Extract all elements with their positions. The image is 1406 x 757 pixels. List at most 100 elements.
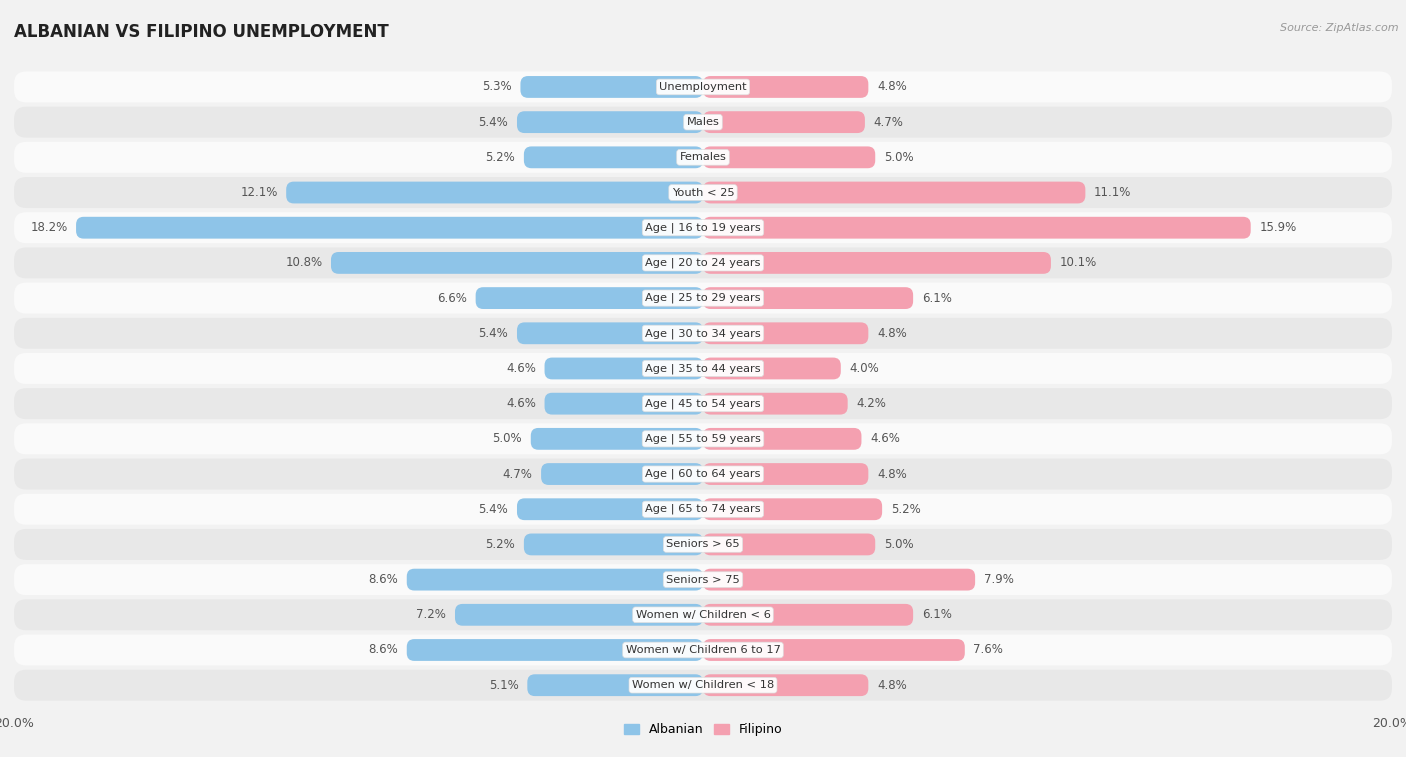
FancyBboxPatch shape (76, 217, 703, 238)
Text: Age | 60 to 64 years: Age | 60 to 64 years (645, 469, 761, 479)
Text: 5.0%: 5.0% (492, 432, 522, 445)
FancyBboxPatch shape (544, 393, 703, 415)
Text: 7.9%: 7.9% (984, 573, 1014, 586)
Text: Youth < 25: Youth < 25 (672, 188, 734, 198)
FancyBboxPatch shape (14, 212, 1392, 243)
FancyBboxPatch shape (14, 177, 1392, 208)
Text: 4.8%: 4.8% (877, 679, 907, 692)
Text: 5.4%: 5.4% (478, 116, 509, 129)
Text: 4.6%: 4.6% (506, 397, 536, 410)
Text: Age | 35 to 44 years: Age | 35 to 44 years (645, 363, 761, 374)
Text: 4.7%: 4.7% (502, 468, 533, 481)
FancyBboxPatch shape (703, 428, 862, 450)
FancyBboxPatch shape (14, 670, 1392, 701)
Text: 4.8%: 4.8% (877, 327, 907, 340)
Text: 7.2%: 7.2% (416, 609, 446, 621)
Text: 5.2%: 5.2% (485, 538, 515, 551)
Text: Age | 16 to 19 years: Age | 16 to 19 years (645, 223, 761, 233)
FancyBboxPatch shape (531, 428, 703, 450)
FancyBboxPatch shape (14, 494, 1392, 525)
Text: Age | 45 to 54 years: Age | 45 to 54 years (645, 398, 761, 409)
Text: 6.1%: 6.1% (922, 609, 952, 621)
Text: 10.1%: 10.1% (1060, 257, 1097, 269)
Text: 5.4%: 5.4% (478, 503, 509, 516)
FancyBboxPatch shape (703, 498, 882, 520)
Text: 4.2%: 4.2% (856, 397, 886, 410)
Text: 5.0%: 5.0% (884, 538, 914, 551)
FancyBboxPatch shape (703, 252, 1050, 274)
FancyBboxPatch shape (14, 564, 1392, 595)
FancyBboxPatch shape (703, 604, 912, 626)
Text: Seniors > 65: Seniors > 65 (666, 540, 740, 550)
FancyBboxPatch shape (524, 146, 703, 168)
Text: Age | 20 to 24 years: Age | 20 to 24 years (645, 257, 761, 268)
FancyBboxPatch shape (541, 463, 703, 485)
Text: Women w/ Children < 6: Women w/ Children < 6 (636, 610, 770, 620)
FancyBboxPatch shape (287, 182, 703, 204)
FancyBboxPatch shape (703, 182, 1085, 204)
Text: Age | 25 to 29 years: Age | 25 to 29 years (645, 293, 761, 304)
Text: 15.9%: 15.9% (1260, 221, 1296, 234)
Text: Females: Females (679, 152, 727, 162)
Text: 12.1%: 12.1% (240, 186, 277, 199)
FancyBboxPatch shape (520, 76, 703, 98)
FancyBboxPatch shape (703, 111, 865, 133)
FancyBboxPatch shape (456, 604, 703, 626)
Text: 11.1%: 11.1% (1094, 186, 1132, 199)
Text: 4.6%: 4.6% (506, 362, 536, 375)
FancyBboxPatch shape (14, 459, 1392, 490)
FancyBboxPatch shape (703, 146, 875, 168)
Text: 10.8%: 10.8% (285, 257, 322, 269)
Text: 5.4%: 5.4% (478, 327, 509, 340)
Text: 5.0%: 5.0% (884, 151, 914, 164)
FancyBboxPatch shape (703, 357, 841, 379)
Text: Women w/ Children 6 to 17: Women w/ Children 6 to 17 (626, 645, 780, 655)
FancyBboxPatch shape (703, 393, 848, 415)
Text: 5.2%: 5.2% (891, 503, 921, 516)
Text: Source: ZipAtlas.com: Source: ZipAtlas.com (1281, 23, 1399, 33)
Text: 4.0%: 4.0% (849, 362, 879, 375)
Text: 7.6%: 7.6% (973, 643, 1004, 656)
Text: Age | 55 to 59 years: Age | 55 to 59 years (645, 434, 761, 444)
Text: 4.8%: 4.8% (877, 468, 907, 481)
FancyBboxPatch shape (524, 534, 703, 556)
Text: 5.3%: 5.3% (482, 80, 512, 93)
FancyBboxPatch shape (703, 76, 869, 98)
Text: 18.2%: 18.2% (30, 221, 67, 234)
FancyBboxPatch shape (703, 639, 965, 661)
FancyBboxPatch shape (14, 282, 1392, 313)
FancyBboxPatch shape (406, 639, 703, 661)
FancyBboxPatch shape (703, 463, 869, 485)
FancyBboxPatch shape (14, 142, 1392, 173)
FancyBboxPatch shape (14, 353, 1392, 384)
Text: ALBANIAN VS FILIPINO UNEMPLOYMENT: ALBANIAN VS FILIPINO UNEMPLOYMENT (14, 23, 389, 41)
FancyBboxPatch shape (527, 674, 703, 696)
Text: Women w/ Children < 18: Women w/ Children < 18 (631, 681, 775, 690)
Text: 8.6%: 8.6% (368, 643, 398, 656)
FancyBboxPatch shape (703, 322, 869, 344)
FancyBboxPatch shape (14, 248, 1392, 279)
Legend: Albanian, Filipino: Albanian, Filipino (619, 718, 787, 741)
Text: 4.7%: 4.7% (873, 116, 904, 129)
FancyBboxPatch shape (14, 318, 1392, 349)
FancyBboxPatch shape (544, 357, 703, 379)
FancyBboxPatch shape (703, 569, 976, 590)
FancyBboxPatch shape (703, 217, 1251, 238)
Text: 4.8%: 4.8% (877, 80, 907, 93)
Text: Males: Males (686, 117, 720, 127)
Text: 5.2%: 5.2% (485, 151, 515, 164)
Text: Seniors > 75: Seniors > 75 (666, 575, 740, 584)
FancyBboxPatch shape (406, 569, 703, 590)
FancyBboxPatch shape (703, 534, 875, 556)
FancyBboxPatch shape (517, 322, 703, 344)
FancyBboxPatch shape (14, 634, 1392, 665)
Text: Age | 30 to 34 years: Age | 30 to 34 years (645, 328, 761, 338)
Text: 6.6%: 6.6% (437, 291, 467, 304)
Text: 6.1%: 6.1% (922, 291, 952, 304)
FancyBboxPatch shape (475, 287, 703, 309)
FancyBboxPatch shape (330, 252, 703, 274)
FancyBboxPatch shape (14, 529, 1392, 560)
FancyBboxPatch shape (14, 423, 1392, 454)
FancyBboxPatch shape (517, 111, 703, 133)
Text: Unemployment: Unemployment (659, 82, 747, 92)
